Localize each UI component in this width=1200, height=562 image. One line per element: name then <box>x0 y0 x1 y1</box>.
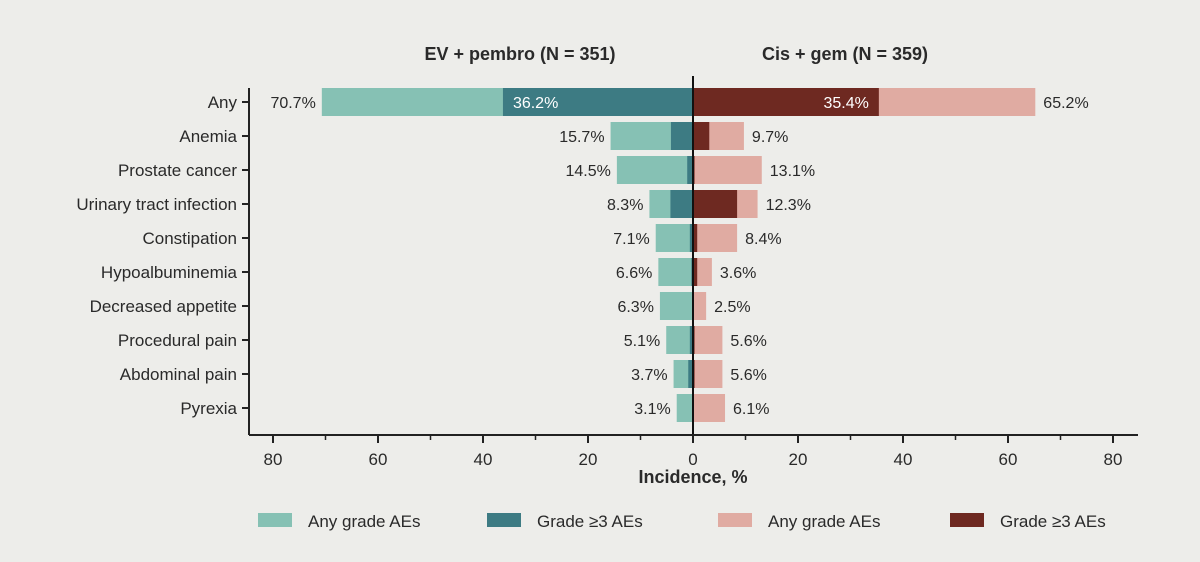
left-any-grade-label: 15.7% <box>559 129 604 146</box>
category-label: Procedural pain <box>118 331 237 350</box>
legend-swatch <box>487 513 521 527</box>
right-any-grade-bar <box>693 292 707 320</box>
left-any-grade-label: 5.1% <box>624 333 660 350</box>
x-axis-title: Incidence, % <box>638 467 747 487</box>
x-tick-label: 0 <box>688 450 697 469</box>
category-label: Hypoalbuminemia <box>101 263 238 282</box>
x-tick-label: 20 <box>579 450 598 469</box>
right-any-grade-bar <box>693 156 762 184</box>
right-any-grade-label: 5.6% <box>730 333 766 350</box>
left-any-grade-label: 3.1% <box>634 401 670 418</box>
right-any-grade-bar <box>693 258 712 286</box>
right-grade3-bar <box>693 190 738 218</box>
left-any-grade-label: 6.3% <box>617 299 653 316</box>
right-any-grade-label: 2.5% <box>714 299 750 316</box>
x-tick-label: 80 <box>1104 450 1123 469</box>
left-grade3-bar <box>687 156 693 184</box>
bars-layer: 70.7% 36.2% 65.2% 35.4% 15.7% 9.7% 14.5% 13.1% 8… <box>270 88 1089 422</box>
left-grade3-bar <box>688 360 693 388</box>
right-panel-title: Cis + gem (N = 359) <box>762 44 928 64</box>
right-any-grade-bar <box>693 360 723 388</box>
left-grade3-bar <box>689 326 693 354</box>
left-any-grade-bar <box>666 326 693 354</box>
right-grade3-bar <box>693 88 879 116</box>
left-any-grade-label: 7.1% <box>613 231 649 248</box>
left-any-grade-bar <box>676 394 693 422</box>
left-any-grade-bar <box>616 156 693 184</box>
legend-swatch <box>258 513 292 527</box>
category-label: Abdominal pain <box>120 365 237 384</box>
legend-label: Grade ≥3 AEs <box>537 512 643 531</box>
axes-layer: Any Anemia Prostate cancer Urinary tract in… <box>76 76 1138 469</box>
x-tick-label: 40 <box>894 450 913 469</box>
right-grade3-label: 35.4% <box>823 95 868 112</box>
right-any-grade-bar <box>693 394 726 422</box>
legend-swatch <box>950 513 984 527</box>
category-label: Any <box>208 93 238 112</box>
right-any-grade-label: 3.6% <box>720 265 756 282</box>
left-any-grade-bar <box>659 292 693 320</box>
left-any-grade-label: 8.3% <box>607 197 643 214</box>
left-grade3-bar <box>670 190 693 218</box>
legend-swatch <box>718 513 752 527</box>
left-any-grade-bar <box>658 258 693 286</box>
left-grade3-bar <box>689 224 693 252</box>
left-any-grade-label: 70.7% <box>270 95 315 112</box>
category-label: Anemia <box>179 127 237 146</box>
right-any-grade-label: 6.1% <box>733 401 769 418</box>
right-grade3-bar <box>693 258 698 286</box>
right-any-grade-label: 9.7% <box>752 129 788 146</box>
legend-label: Any grade AEs <box>308 512 420 531</box>
left-panel-title: EV + pembro (N = 351) <box>424 44 615 64</box>
legend-label: Grade ≥3 AEs <box>1000 512 1106 531</box>
x-tick-label: 40 <box>474 450 493 469</box>
x-tick-label: 80 <box>264 450 283 469</box>
category-label: Constipation <box>142 229 237 248</box>
category-label: Decreased appetite <box>90 297 237 316</box>
legend-label: Any grade AEs <box>768 512 880 531</box>
left-any-grade-label: 3.7% <box>631 367 667 384</box>
category-label: Urinary tract infection <box>76 195 237 214</box>
right-any-grade-label: 5.6% <box>730 367 766 384</box>
x-tick-label: 20 <box>789 450 808 469</box>
left-grade3-bar <box>670 122 693 150</box>
left-any-grade-bar <box>673 360 693 388</box>
category-label: Pyrexia <box>180 399 237 418</box>
right-any-grade-label: 8.4% <box>745 231 781 248</box>
left-any-grade-bar <box>655 224 693 252</box>
left-grade3-label: 36.2% <box>513 95 558 112</box>
left-any-grade-label: 14.5% <box>566 163 611 180</box>
x-tick-label: 60 <box>999 450 1018 469</box>
right-grade3-bar <box>693 224 698 252</box>
legend: Any grade AEs Grade ≥3 AEs Any grade AEs Gr… <box>258 512 1106 531</box>
x-tick-label: 60 <box>369 450 388 469</box>
right-any-grade-bar <box>693 224 738 252</box>
left-grade3-bar <box>502 88 693 116</box>
left-any-grade-label: 6.6% <box>616 265 652 282</box>
right-any-grade-label: 65.2% <box>1043 95 1088 112</box>
right-any-grade-bar <box>693 326 723 354</box>
category-label: Prostate cancer <box>118 161 237 180</box>
right-any-grade-label: 12.3% <box>766 197 811 214</box>
right-grade3-bar <box>693 122 710 150</box>
right-any-grade-label: 13.1% <box>770 163 815 180</box>
